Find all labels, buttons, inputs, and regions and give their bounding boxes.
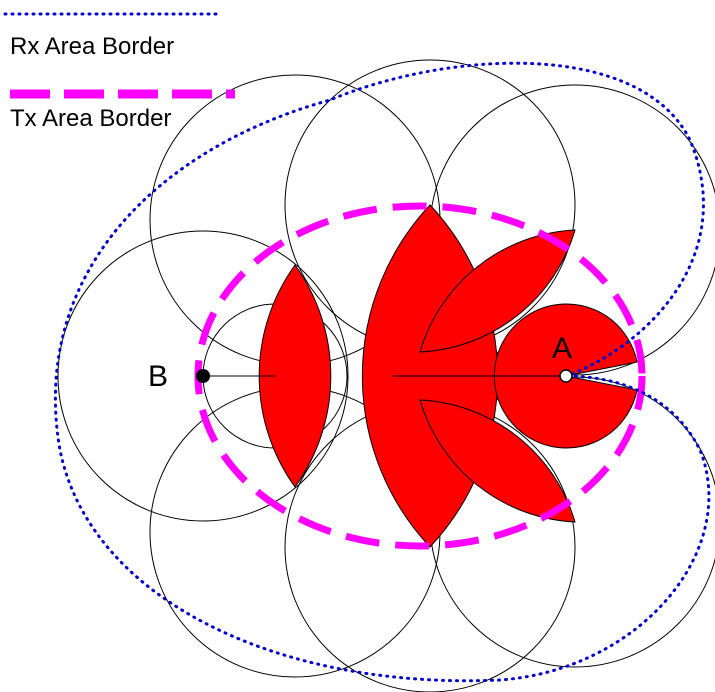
node-b: [196, 369, 210, 383]
node-a-label: A: [552, 332, 572, 365]
tx-legend-label: Tx Area Border: [10, 105, 171, 132]
node-b-label: B: [148, 360, 168, 393]
rx-legend-label: Rx Area Border: [10, 33, 174, 60]
node-a: [559, 369, 573, 383]
lens: [258, 264, 332, 488]
rx-border: [54, 61, 711, 683]
overlap-regions: [203, 204, 638, 548]
legend: Rx Area Border Tx Area Border: [3, 12, 235, 132]
circle: [57, 230, 349, 522]
lens: [419, 229, 576, 353]
lens: [419, 399, 576, 523]
